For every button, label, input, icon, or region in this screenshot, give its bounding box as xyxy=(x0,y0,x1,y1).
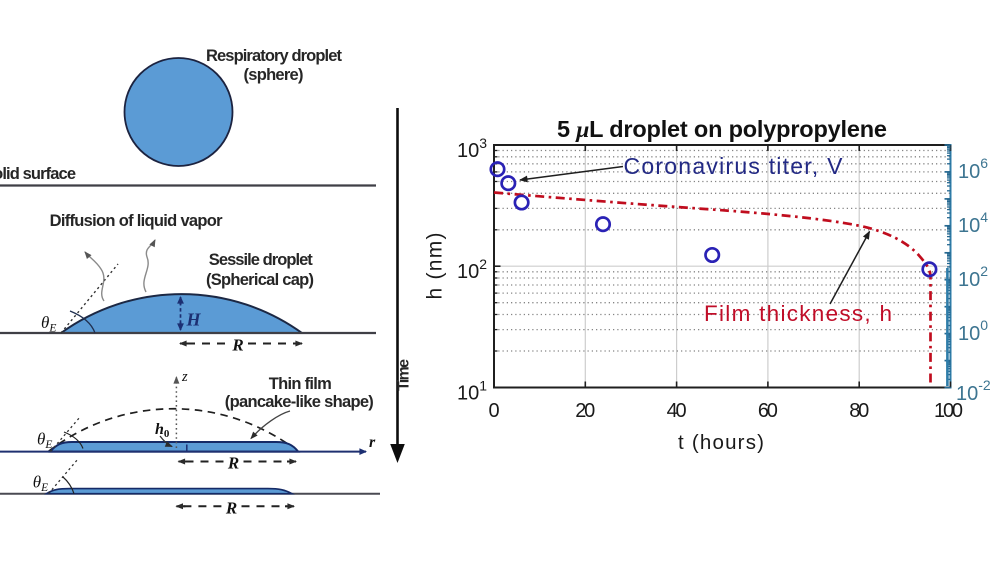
svg-text:20: 20 xyxy=(575,400,595,422)
svg-text:Thin film: Thin film xyxy=(269,375,332,393)
svg-text:t (hours): t (hours) xyxy=(678,431,764,454)
svg-text:60: 60 xyxy=(758,400,778,422)
svg-text:H: H xyxy=(186,310,202,330)
svg-text:z: z xyxy=(181,369,188,385)
svg-text:r: r xyxy=(369,434,376,451)
svg-text:Solid surface: Solid surface xyxy=(0,165,76,183)
svg-text:80: 80 xyxy=(849,400,869,422)
svg-text:h (nm): h (nm) xyxy=(424,233,447,300)
svg-text:5 μL droplet on polypropylene: 5 μL droplet on polypropylene xyxy=(557,116,887,143)
svg-text:Diffusion of liquid vapor: Diffusion of liquid vapor xyxy=(50,212,224,230)
svg-text:Sessile droplet: Sessile droplet xyxy=(209,251,314,269)
svg-text:R: R xyxy=(225,499,237,518)
svg-text:40: 40 xyxy=(667,400,687,422)
svg-text:0: 0 xyxy=(488,400,499,422)
svg-text:Respiratory droplet: Respiratory droplet xyxy=(206,47,343,65)
svg-text:Time: Time xyxy=(396,359,413,391)
svg-text:(pancake-like shape): (pancake-like shape) xyxy=(225,393,374,411)
svg-text:100: 100 xyxy=(934,400,963,422)
svg-text:(Spherical cap): (Spherical cap) xyxy=(206,271,314,289)
svg-text:(sphere): (sphere) xyxy=(244,66,304,84)
svg-text:Coronavirus titer, V: Coronavirus titer, V xyxy=(624,153,844,179)
svg-text:R: R xyxy=(227,454,239,473)
svg-text:R: R xyxy=(231,336,243,355)
